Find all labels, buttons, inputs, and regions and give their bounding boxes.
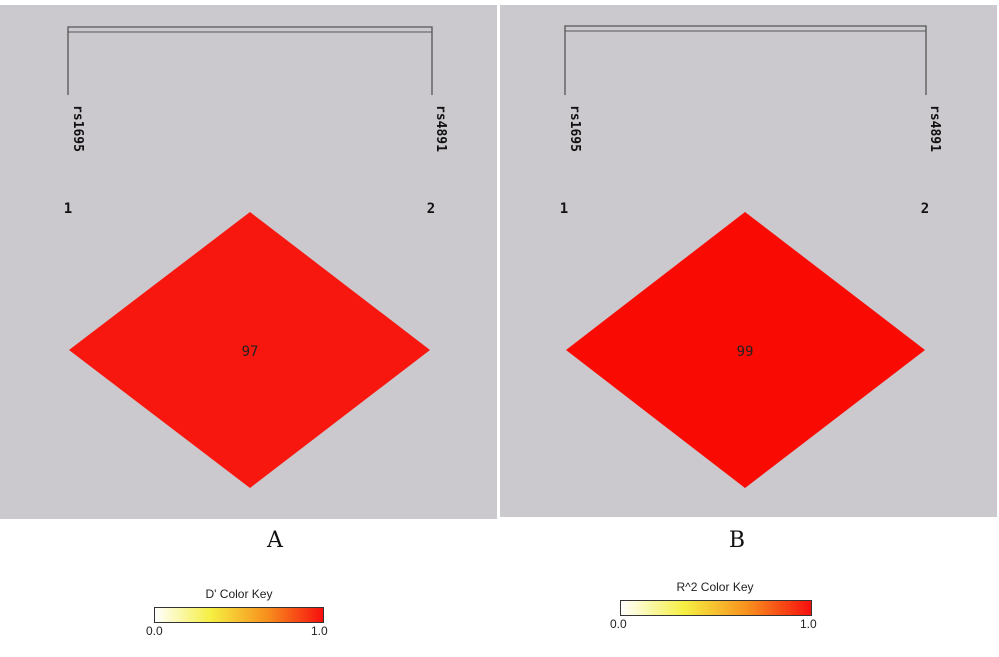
ld-cell-diamond-a [69,212,430,488]
color-key-min-a: 0.0 [146,624,163,638]
marker-label-1-b: rs1695 [567,105,582,152]
marker-bracket-b [564,25,927,95]
marker-index-2-b: 2 [921,201,929,217]
color-key-a: D' Color Key 0.0 1.0 [104,587,328,657]
marker-index-2-a: 2 [427,201,435,217]
ld-plot-a-svg: rs1695 rs4891 1 2 97 [64,26,448,488]
color-key-gradient-b [620,600,812,616]
panel-letter-a: A [267,528,283,553]
ld-cell-diamond-b [566,212,925,488]
color-key-max-b: 1.0 [800,617,817,631]
marker-label-1-a: rs1695 [70,105,85,152]
color-key-title-b: R^2 Color Key [676,580,754,594]
marker-bracket-a [67,26,433,95]
marker-index-1-a: 1 [64,201,72,217]
ld-plot-b-svg: rs1695 rs4891 1 2 99 [560,25,942,488]
panel-letter-b: B [728,528,746,553]
color-key-max-a: 1.0 [311,624,328,638]
color-key-b: R^2 Color Key 0.0 1.0 [570,580,817,650]
color-key-gradient-a [154,607,324,623]
marker-label-2-b: rs4891 [927,105,942,152]
marker-index-1-b: 1 [560,201,568,217]
ld-cell-value-a: 97 [242,344,259,360]
ld-plot-panel-b: rs1695 rs4891 1 2 99 [500,5,997,517]
ld-cell-value-b: 99 [737,344,754,360]
color-key-title-a: D' Color Key [205,587,273,601]
marker-label-2-a: rs4891 [433,105,448,152]
color-key-min-b: 0.0 [610,617,627,631]
ld-plot-panel-a: rs1695 rs4891 1 2 97 [0,5,497,519]
